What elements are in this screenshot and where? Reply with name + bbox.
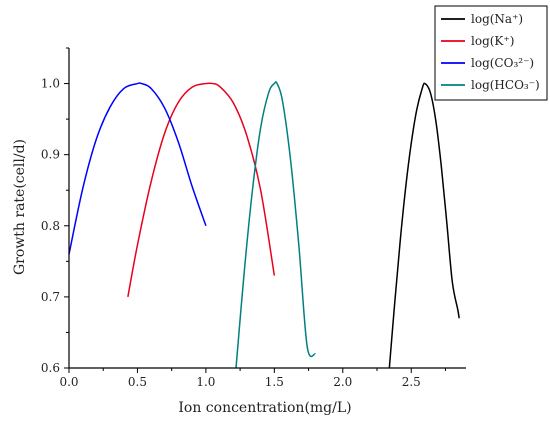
x-axis-label: Ion concentration(mg/L) xyxy=(178,400,351,416)
x-tick-label: 2.0 xyxy=(333,375,352,389)
y-tick-label: 0.7 xyxy=(41,290,60,304)
legend-label: log(Na⁺) xyxy=(471,12,523,26)
x-tick-label: 0.5 xyxy=(128,375,147,389)
legend-label: log(HCO₃⁻) xyxy=(471,78,540,92)
series-line-co3 xyxy=(68,82,207,255)
legend-label: log(K⁺) xyxy=(471,34,514,48)
legend: log(Na⁺) log(K⁺) log(CO₃²⁻) log(HCO₃⁻) xyxy=(434,5,548,101)
tick-labels: 0.0 0.5 1.0 1.5 2.0 2.5 0.6 0.7 0.8 0.9 1.0 xyxy=(41,77,421,389)
x-tick-label: 1.0 xyxy=(196,375,215,389)
y-tick-label: 0.6 xyxy=(41,361,60,375)
series-line-k xyxy=(127,82,276,298)
series-line-na xyxy=(388,82,460,369)
x-tick-label: 0.0 xyxy=(59,375,78,389)
legend-label: log(CO₃²⁻) xyxy=(471,56,534,70)
y-tick-label: 0.9 xyxy=(41,148,60,162)
y-tick-label: 1.0 xyxy=(41,77,60,91)
x-tick-label: 2.5 xyxy=(402,375,421,389)
y-axis-label: Growth rate(cell/d) xyxy=(12,139,28,275)
axes xyxy=(64,47,466,373)
plot-area xyxy=(68,81,460,369)
series-line-hco3 xyxy=(235,81,317,369)
x-tick-label: 1.5 xyxy=(265,375,284,389)
y-tick-label: 0.8 xyxy=(41,219,60,233)
